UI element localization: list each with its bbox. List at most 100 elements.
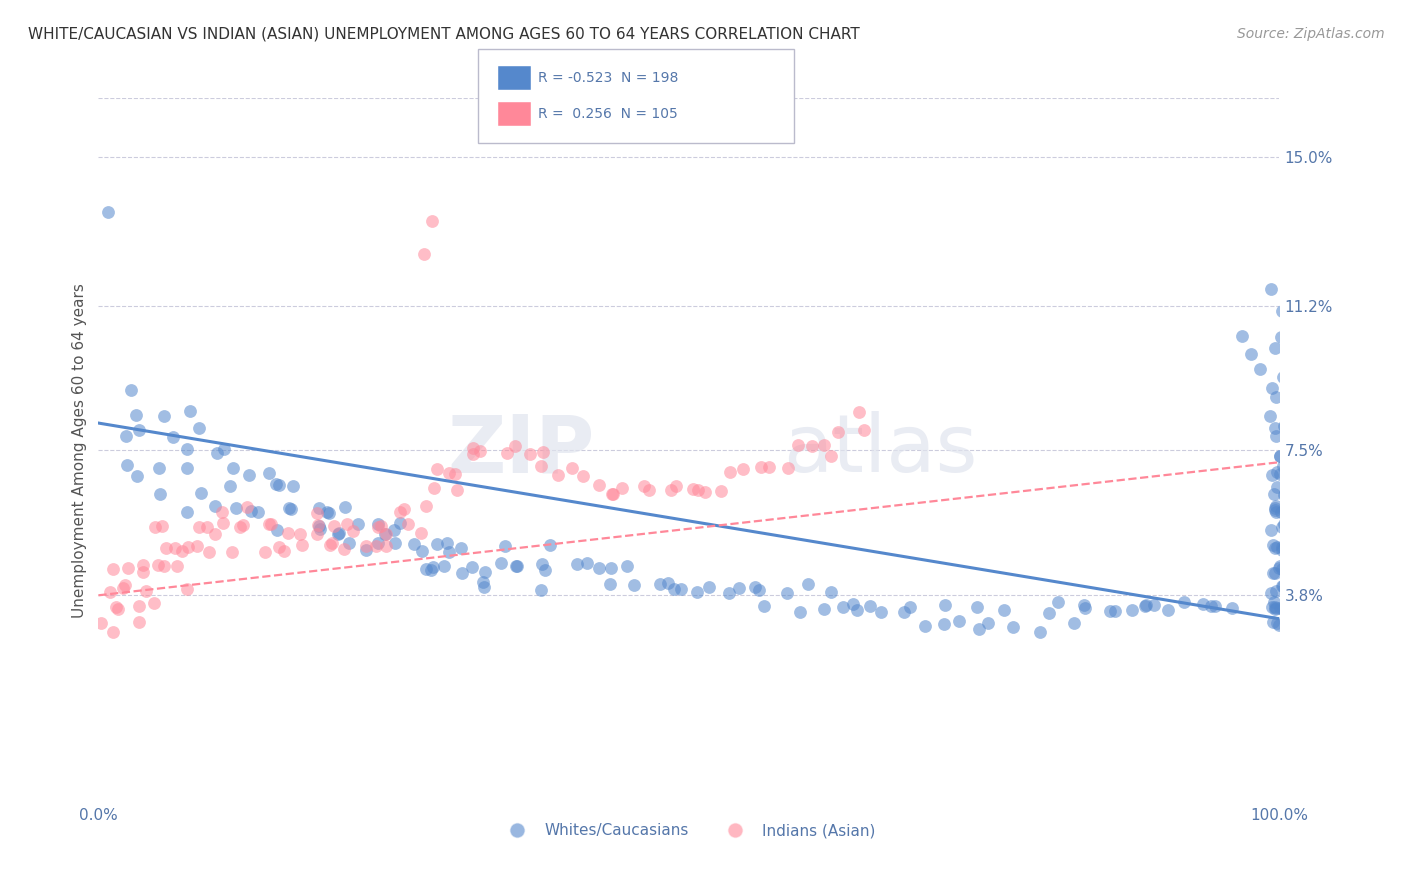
- Point: [128, 599, 150, 613]
- Point: [354, 539, 377, 553]
- Point: [444, 467, 467, 481]
- Point: [190, 485, 212, 500]
- Point: [146, 558, 169, 572]
- Point: [1263, 566, 1285, 580]
- Point: [415, 500, 437, 514]
- Point: [451, 566, 474, 580]
- Point: [335, 500, 357, 515]
- Point: [697, 580, 720, 594]
- Point: [1265, 601, 1288, 615]
- Point: [105, 599, 128, 614]
- Point: [437, 466, 460, 480]
- Text: R =  0.256  N = 105: R = 0.256 N = 105: [538, 107, 678, 121]
- Point: [326, 527, 349, 541]
- Point: [366, 539, 388, 553]
- Point: [382, 523, 405, 537]
- Point: [468, 444, 491, 458]
- Point: [253, 545, 276, 559]
- Point: [1143, 598, 1166, 612]
- Point: [1260, 523, 1282, 537]
- Point: [148, 461, 170, 475]
- Point: [474, 565, 496, 579]
- Point: [758, 460, 780, 475]
- Point: [600, 561, 623, 575]
- Point: [450, 541, 472, 555]
- Point: [420, 213, 443, 227]
- Point: [530, 459, 553, 474]
- Point: [461, 559, 484, 574]
- Y-axis label: Unemployment Among Ages 60 to 64 years: Unemployment Among Ages 60 to 64 years: [72, 283, 87, 618]
- Point: [848, 405, 870, 419]
- Point: [436, 536, 458, 550]
- Point: [575, 556, 598, 570]
- Point: [1272, 458, 1295, 473]
- Point: [754, 599, 776, 613]
- Point: [1098, 604, 1121, 618]
- Point: [1270, 505, 1292, 519]
- Point: [316, 505, 339, 519]
- Point: [801, 439, 824, 453]
- Point: [367, 536, 389, 550]
- Text: ZIP: ZIP: [447, 411, 595, 490]
- Point: [1270, 329, 1292, 343]
- Point: [717, 586, 740, 600]
- Point: [506, 558, 529, 573]
- Point: [1191, 597, 1213, 611]
- Point: [1277, 502, 1299, 516]
- Point: [1272, 516, 1295, 531]
- Point: [1268, 561, 1291, 575]
- Point: [153, 409, 176, 423]
- Point: [797, 576, 820, 591]
- Point: [820, 449, 842, 463]
- Point: [686, 585, 709, 599]
- Point: [898, 599, 921, 614]
- Point: [948, 614, 970, 628]
- Point: [176, 442, 198, 456]
- Point: [176, 460, 198, 475]
- Point: [820, 585, 842, 599]
- Point: [637, 483, 659, 498]
- Point: [342, 524, 364, 538]
- Point: [1277, 409, 1299, 423]
- Point: [433, 558, 456, 573]
- Point: [176, 505, 198, 519]
- Point: [623, 578, 645, 592]
- Point: [1277, 421, 1299, 435]
- Point: [374, 527, 396, 541]
- Point: [370, 519, 392, 533]
- Point: [420, 563, 443, 577]
- Point: [176, 582, 198, 596]
- Point: [561, 461, 583, 475]
- Point: [98, 584, 121, 599]
- Point: [319, 538, 342, 552]
- Point: [339, 536, 361, 550]
- Point: [748, 582, 770, 597]
- Point: [813, 438, 835, 452]
- Point: [142, 596, 165, 610]
- Point: [633, 478, 655, 492]
- Point: [112, 581, 135, 595]
- Point: [236, 500, 259, 514]
- Point: [1264, 541, 1286, 556]
- Point: [602, 487, 624, 501]
- Point: [412, 246, 434, 260]
- Point: [1268, 617, 1291, 632]
- Point: [333, 542, 356, 557]
- Point: [328, 525, 350, 540]
- Point: [149, 486, 172, 500]
- Point: [832, 599, 855, 614]
- Point: [519, 447, 541, 461]
- Point: [281, 479, 304, 493]
- Point: [411, 525, 433, 540]
- Point: [731, 462, 754, 476]
- Point: [90, 615, 112, 630]
- Point: [709, 484, 731, 499]
- Point: [120, 383, 142, 397]
- Point: [934, 599, 956, 613]
- Point: [107, 602, 129, 616]
- Point: [1073, 598, 1095, 612]
- Point: [188, 520, 211, 534]
- Point: [1268, 449, 1291, 463]
- Point: [367, 520, 389, 534]
- Point: [842, 597, 865, 611]
